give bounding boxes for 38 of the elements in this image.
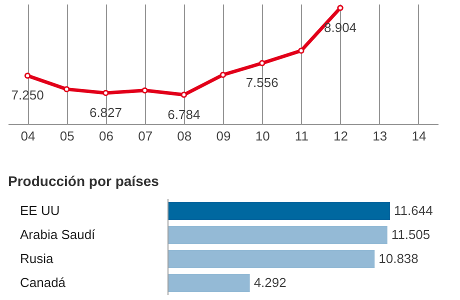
x-tick-label: 09: [216, 128, 231, 144]
point: [24, 72, 31, 79]
x-tick-label: 14: [412, 128, 426, 144]
data-label: 7.250: [11, 88, 44, 103]
x-tick-label: 13: [372, 128, 388, 144]
data-label: 10.838: [378, 251, 418, 266]
data-label: 11.505: [391, 227, 430, 242]
data-label: 6.827: [89, 104, 122, 120]
data-label: 8.904: [324, 20, 357, 35]
data-label: 7.556: [246, 75, 278, 90]
bar: [168, 250, 375, 268]
point: [180, 92, 188, 98]
data-label: 4.292: [254, 275, 286, 290]
x-tick-label: 04: [20, 128, 36, 144]
data-label: 6.784: [168, 106, 200, 122]
point: [102, 90, 109, 96]
y-tick-label: Arabia Saudí: [20, 227, 96, 242]
y-tick-label: Canadá: [20, 275, 66, 290]
point: [142, 87, 148, 94]
x-tick-label: 06: [98, 128, 114, 144]
x-tick-label: 05: [60, 128, 74, 144]
x-tick-label: 07: [138, 128, 153, 144]
chart-title: Producción por países: [8, 173, 160, 189]
point: [337, 4, 344, 12]
bar: [168, 274, 250, 292]
point: [220, 72, 226, 78]
data-label: 11.644: [394, 203, 433, 218]
x-tick-label: 11: [294, 128, 308, 144]
point: [258, 60, 266, 66]
bar: [168, 202, 390, 220]
bar: [168, 226, 388, 244]
x-tick-label: 10: [255, 128, 270, 144]
x-tick-label: 08: [177, 128, 192, 144]
y-tick-label: EE UU: [20, 203, 60, 218]
x-tick-label: 12: [334, 128, 348, 144]
point: [64, 86, 70, 92]
point: [298, 48, 304, 54]
y-tick-label: Rusia: [20, 251, 54, 266]
